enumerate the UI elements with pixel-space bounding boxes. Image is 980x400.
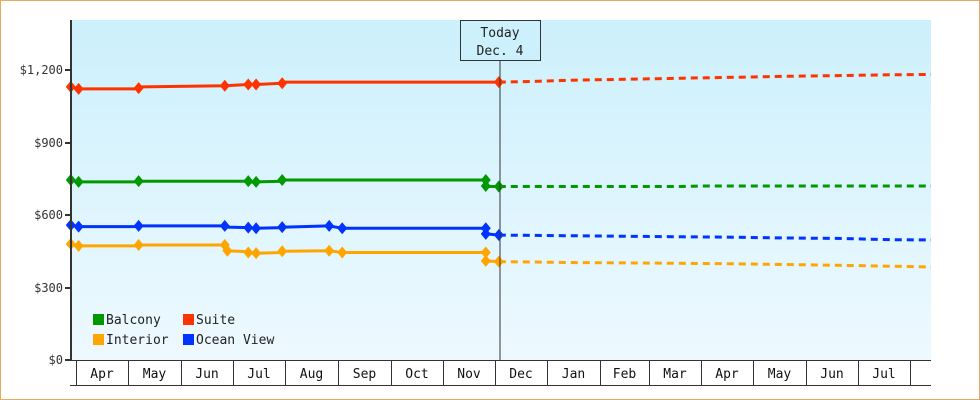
today-date: Dec. 4 bbox=[477, 44, 524, 59]
series-balcony bbox=[65, 173, 931, 193]
data-point-marker[interactable] bbox=[493, 180, 504, 193]
legend-swatch bbox=[183, 334, 194, 345]
data-point-marker[interactable] bbox=[133, 219, 144, 232]
legend-item-ocean-view[interactable]: Ocean View bbox=[183, 333, 274, 348]
x-month-label: Feb bbox=[613, 367, 637, 382]
x-month-label: Jan bbox=[562, 367, 585, 382]
data-point-marker[interactable] bbox=[251, 78, 262, 91]
legend-swatch bbox=[93, 314, 104, 325]
data-point-marker[interactable] bbox=[219, 79, 230, 92]
x-month-label: Mar bbox=[663, 367, 687, 382]
plot-area bbox=[71, 20, 931, 360]
data-point-marker[interactable] bbox=[337, 222, 348, 235]
x-axis-months: Apr May Jun Jul Aug Sep Oct Nov Dec Jan Feb Mar Apr M… bbox=[70, 360, 931, 386]
x-month-label: Jul bbox=[247, 367, 270, 382]
legend-label: Suite bbox=[196, 313, 235, 328]
data-point-marker[interactable] bbox=[277, 221, 288, 234]
legend-item-balcony[interactable]: Balcony bbox=[93, 313, 161, 328]
data-point-marker[interactable] bbox=[73, 239, 84, 252]
legend-item-interior[interactable]: Interior bbox=[93, 333, 169, 348]
forecast-line bbox=[498, 233, 932, 242]
data-point-marker[interactable] bbox=[243, 221, 254, 234]
data-point-marker[interactable] bbox=[480, 246, 491, 259]
y-tick-label: $900 bbox=[34, 136, 63, 150]
legend-label: Interior bbox=[106, 333, 169, 348]
data-point-marker[interactable] bbox=[251, 222, 262, 235]
today-label-box bbox=[460, 20, 541, 61]
data-point-marker[interactable] bbox=[480, 254, 491, 267]
forecast-line bbox=[498, 184, 931, 188]
legend-swatch bbox=[183, 314, 194, 325]
data-point-marker[interactable] bbox=[133, 238, 144, 251]
data-point-marker[interactable] bbox=[493, 229, 504, 242]
x-month-label: Jul bbox=[872, 367, 895, 382]
x-month-label: Sep bbox=[353, 367, 377, 382]
data-point-marker[interactable] bbox=[277, 173, 288, 186]
x-month-label: Dec bbox=[509, 367, 532, 382]
data-point-marker[interactable] bbox=[219, 219, 230, 232]
series-interior bbox=[65, 238, 932, 269]
data-point-marker[interactable] bbox=[324, 244, 335, 257]
data-point-marker[interactable] bbox=[324, 219, 335, 232]
x-month-label: Nov bbox=[457, 367, 481, 382]
axes: $0 $300 $600 $900 $1,200 bbox=[20, 20, 72, 367]
y-tick-label: $300 bbox=[34, 281, 63, 295]
data-point-marker[interactable] bbox=[73, 82, 84, 95]
x-month-label: Oct bbox=[405, 367, 428, 382]
forecast-line bbox=[498, 72, 932, 84]
y-tick-label: $1,200 bbox=[20, 63, 63, 77]
y-tick-label: $600 bbox=[34, 208, 63, 222]
data-point-marker[interactable] bbox=[493, 255, 504, 268]
data-point-marker[interactable] bbox=[251, 247, 262, 260]
x-month-label: Jun bbox=[820, 367, 843, 382]
data-point-marker[interactable] bbox=[480, 227, 491, 240]
x-month-label: Jun bbox=[195, 367, 218, 382]
legend-label: Ocean View bbox=[196, 333, 274, 348]
y-tick-label: $0 bbox=[49, 353, 63, 367]
data-point-marker[interactable] bbox=[493, 76, 504, 89]
legend-swatch bbox=[93, 334, 104, 345]
x-month-label: Apr bbox=[90, 367, 114, 382]
x-month-label: Apr bbox=[715, 367, 739, 382]
today-label: Today bbox=[480, 26, 519, 41]
data-point-marker[interactable] bbox=[73, 175, 84, 188]
data-point-marker[interactable] bbox=[480, 180, 491, 192]
legend-label: Balcony bbox=[106, 313, 161, 328]
series-suite bbox=[65, 72, 932, 95]
data-point-marker[interactable] bbox=[243, 175, 254, 188]
data-point-marker[interactable] bbox=[277, 77, 288, 90]
series-layer bbox=[65, 72, 932, 269]
x-month-label: May bbox=[143, 367, 167, 382]
series-ocean-view bbox=[65, 219, 932, 242]
legend: Balcony Suite Interior Ocean View bbox=[93, 313, 274, 348]
today-marker: Today Dec. 4 bbox=[460, 20, 541, 360]
data-point-marker[interactable] bbox=[73, 220, 84, 233]
legend-item-suite[interactable]: Suite bbox=[183, 313, 235, 328]
x-month-label: May bbox=[768, 367, 792, 382]
data-point-marker[interactable] bbox=[480, 173, 491, 186]
x-month-label: Aug bbox=[300, 367, 323, 382]
data-point-marker[interactable] bbox=[337, 246, 348, 259]
data-point-marker[interactable] bbox=[222, 244, 233, 257]
data-point-marker[interactable] bbox=[133, 175, 144, 188]
data-point-marker[interactable] bbox=[251, 175, 262, 188]
data-point-marker[interactable] bbox=[133, 82, 144, 95]
data-point-marker[interactable] bbox=[243, 246, 254, 259]
data-point-marker[interactable] bbox=[243, 78, 254, 91]
data-point-marker[interactable] bbox=[277, 245, 288, 258]
